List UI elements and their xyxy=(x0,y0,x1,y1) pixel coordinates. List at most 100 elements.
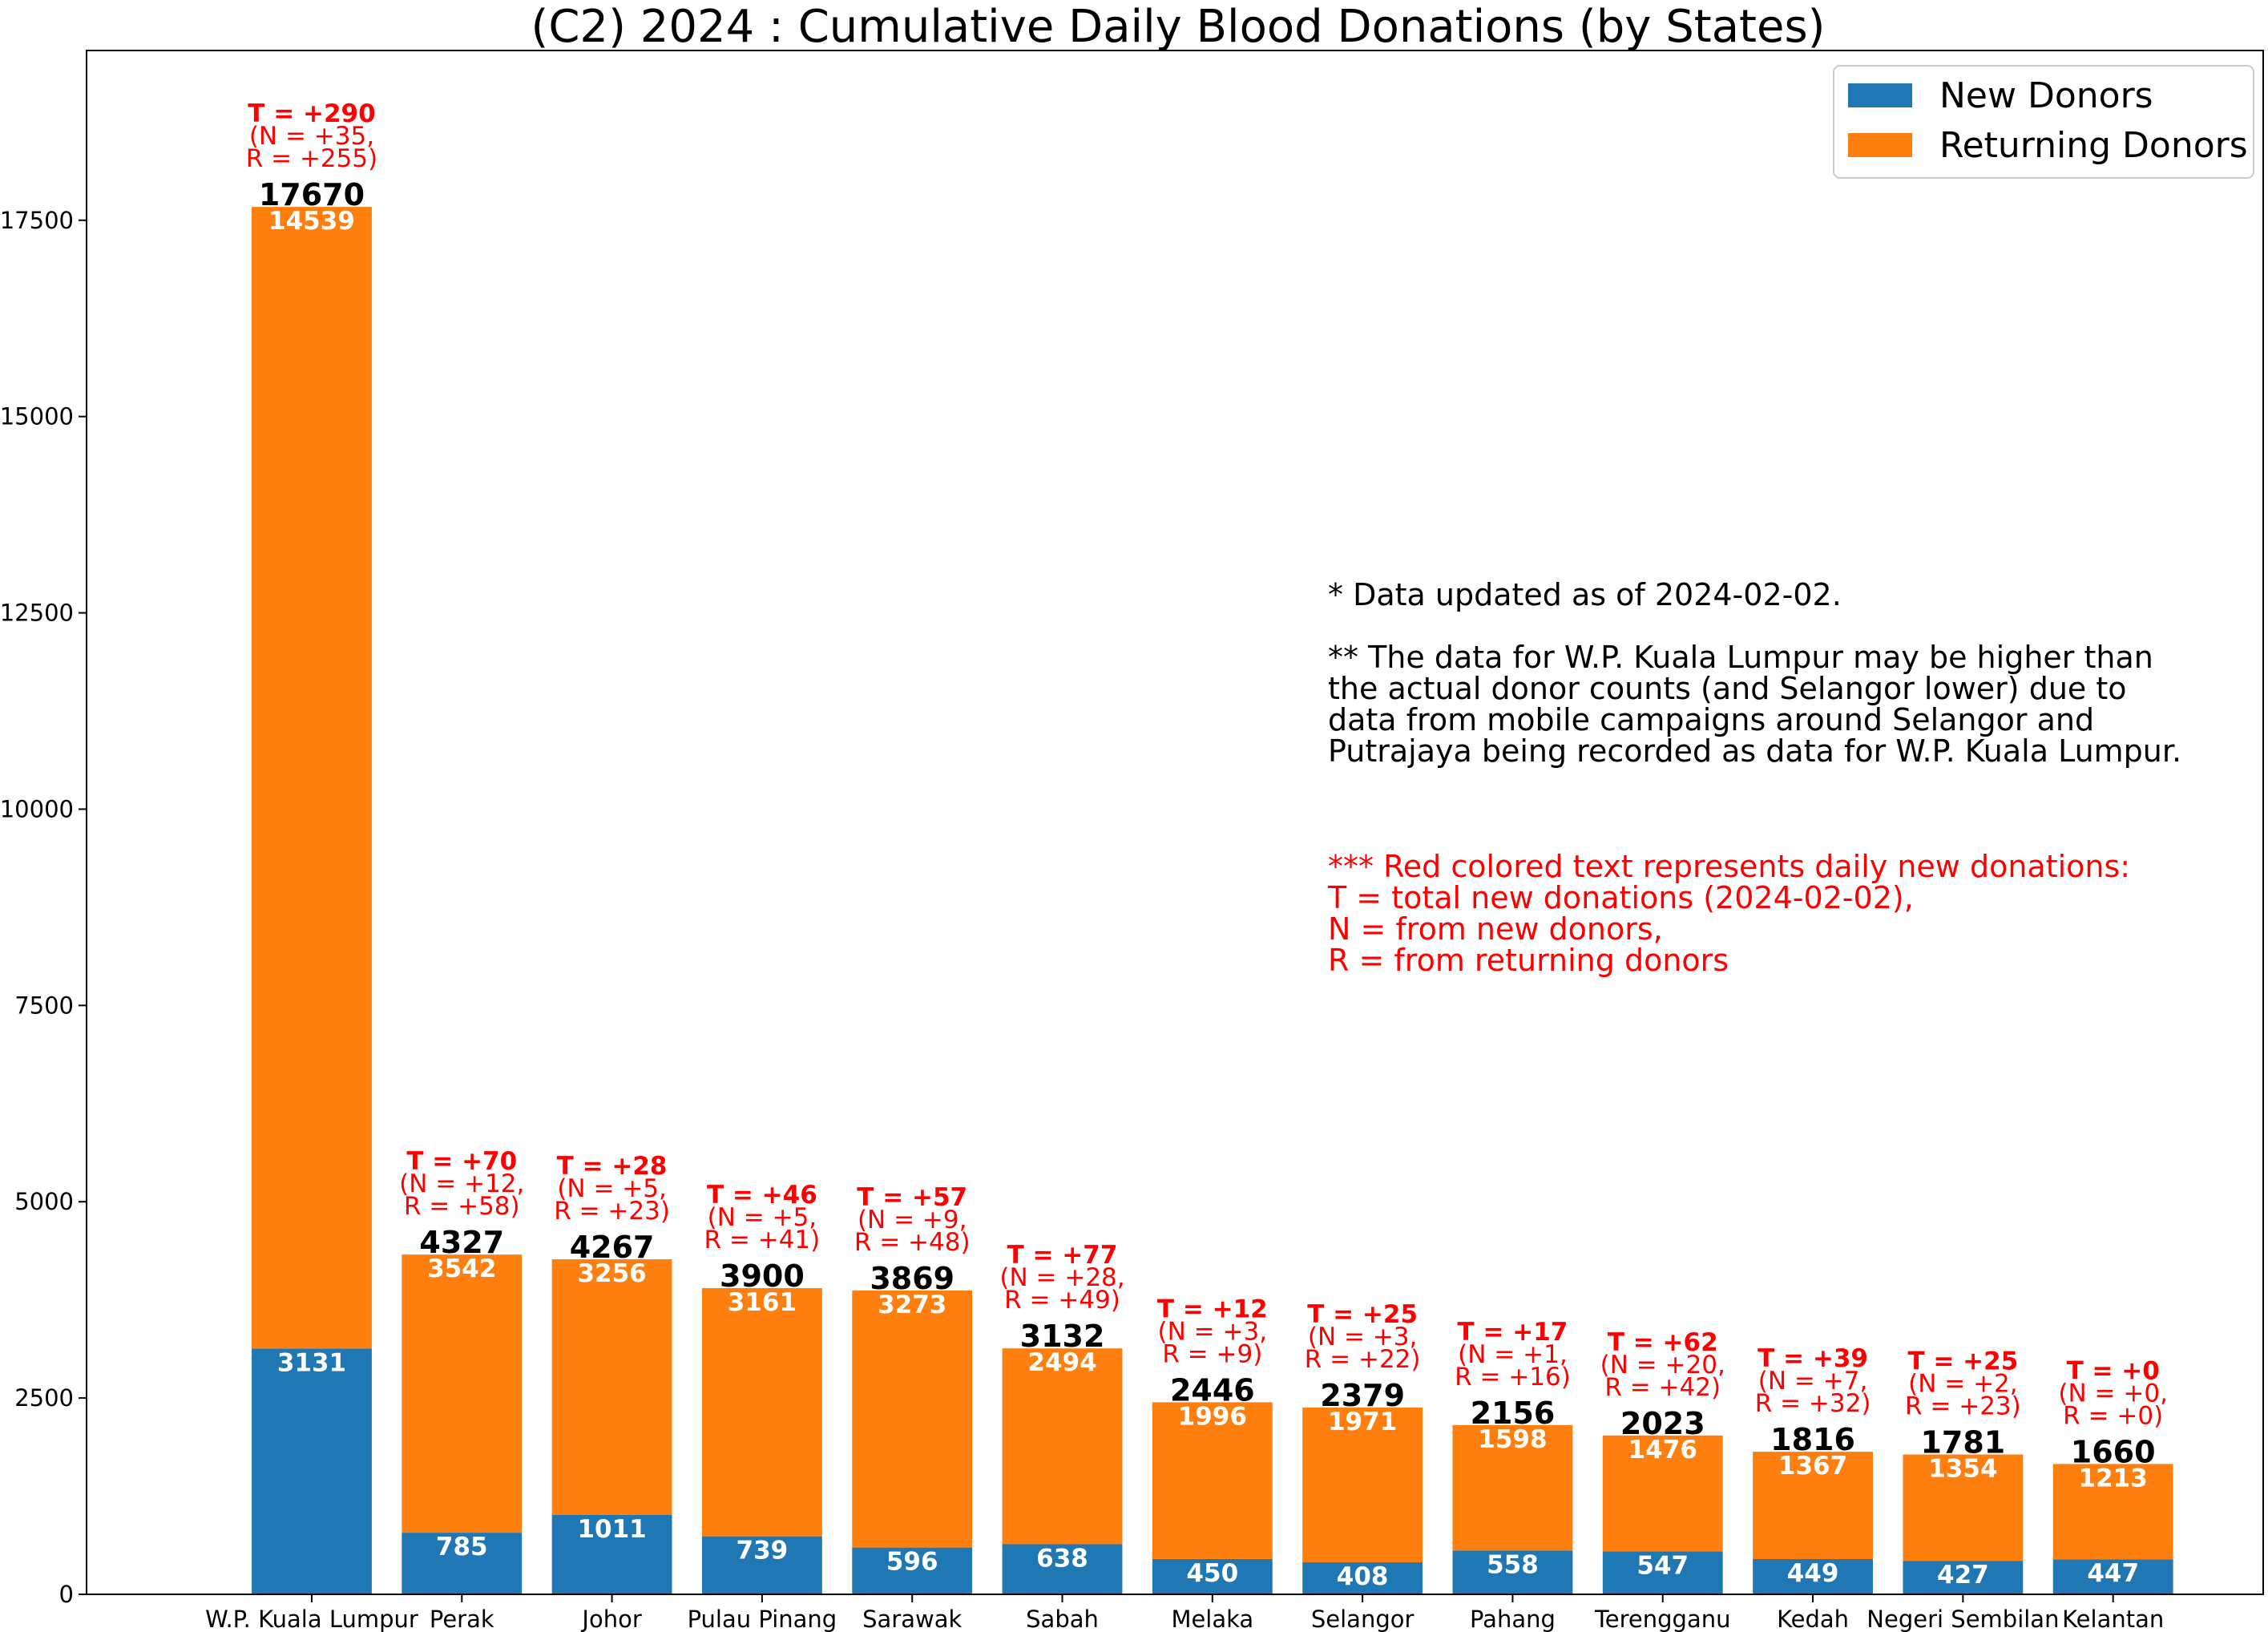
x-tick-label-12: Kelantan xyxy=(2062,1606,2164,1632)
new-value-label-7: 408 xyxy=(1337,1562,1389,1591)
bar-new-3 xyxy=(701,1536,822,1594)
bar-new-2 xyxy=(551,1514,672,1594)
bar-returning-11 xyxy=(1903,1454,2024,1561)
daily-r-label-5: R = +49) xyxy=(1004,1286,1120,1315)
new-value-label-12: 447 xyxy=(2087,1559,2139,1588)
y-tick-label-0: 0 xyxy=(59,1581,74,1608)
x-tick-label-10: Kedah xyxy=(1777,1606,1849,1632)
total-label-10: 1816 xyxy=(1770,1422,1855,1457)
daily-r-label-6: R = +9) xyxy=(1162,1339,1262,1368)
daily-n-label-9: (N = +20, xyxy=(1600,1351,1725,1380)
x-axis: W.P. Kuala Lumpur Perak Johor Pulau Pinang S… xyxy=(205,1594,2164,1632)
bar-new-6 xyxy=(1152,1558,1273,1594)
bar-returning-10 xyxy=(1753,1452,1873,1560)
legend-swatch-new-donors xyxy=(1848,83,1912,107)
bar-returning-5 xyxy=(1002,1348,1123,1545)
x-tick-label-3: Pulau Pinang xyxy=(688,1606,837,1632)
daily-n-label-10: (N = +7, xyxy=(1758,1367,1868,1396)
total-label-0: 17670 xyxy=(259,177,365,212)
y-tick-label-7: 17500 xyxy=(0,207,74,234)
total-label-3: 3900 xyxy=(720,1258,805,1294)
new-value-label-11: 427 xyxy=(1937,1561,1989,1590)
bar-returning-12 xyxy=(2052,1464,2173,1560)
bar-new-5 xyxy=(1002,1544,1123,1594)
total-label-11: 1781 xyxy=(1920,1425,2005,1460)
note-kl-line-2: the actual donor counts (and Selangor lo… xyxy=(1328,671,2127,706)
daily-t-label-12: T = +0 xyxy=(2067,1356,2160,1385)
x-tick-label-7: Selangor xyxy=(1311,1606,1414,1632)
daily-n-label-8: (N = +1, xyxy=(1458,1340,1568,1369)
daily-r-label-7: R = +22) xyxy=(1305,1345,1421,1374)
bar-new-7 xyxy=(1302,1562,1423,1594)
returning-value-label-3: 3161 xyxy=(728,1288,797,1317)
note-kl-line-4: Putrajaya being recorded as data for W.P… xyxy=(1328,733,2181,769)
returning-value-label-10: 1367 xyxy=(1778,1452,1847,1481)
returning-value-label-11: 1354 xyxy=(1928,1455,1997,1484)
daily-r-label-11: R = +23) xyxy=(1905,1392,2021,1421)
daily-r-label-1: R = +58) xyxy=(404,1192,520,1221)
daily-t-label-1: T = +70 xyxy=(406,1147,517,1176)
bar-returning-9 xyxy=(1602,1435,1723,1552)
daily-r-label-2: R = +23) xyxy=(554,1197,670,1226)
total-label-1: 4327 xyxy=(419,1225,504,1260)
daily-t-label-10: T = +39 xyxy=(1757,1344,1868,1373)
total-label-6: 2446 xyxy=(1170,1372,1255,1408)
bar-returning-6 xyxy=(1152,1402,1273,1559)
returning-value-label-9: 1476 xyxy=(1628,1436,1697,1464)
returning-value-label-6: 1996 xyxy=(1178,1402,1247,1431)
daily-n-label-6: (N = +3, xyxy=(1158,1317,1268,1346)
new-value-label-5: 638 xyxy=(1036,1545,1088,1573)
daily-t-label-8: T = +17 xyxy=(1458,1318,1568,1347)
total-label-12: 1660 xyxy=(2071,1434,2156,1469)
legend-swatch-returning-donors xyxy=(1848,133,1912,157)
x-tick-label-4: Sarawak xyxy=(862,1606,962,1632)
note-red-line-1: *** Red colored text represents daily ne… xyxy=(1328,849,2130,884)
y-axis: 0 2500 5000 7500 10000 12500 15000 17500 xyxy=(0,207,87,1608)
daily-r-label-10: R = +32) xyxy=(1755,1389,1871,1418)
note-red-line-3: N = from new donors, xyxy=(1328,911,1663,947)
returning-value-label-7: 1971 xyxy=(1328,1408,1397,1436)
y-tick-label-6: 15000 xyxy=(0,403,74,430)
y-tick-label-4: 10000 xyxy=(0,795,74,822)
note-red-line-2: T = total new donations (2024-02-02), xyxy=(1327,880,1914,915)
daily-t-label-9: T = +62 xyxy=(1608,1328,1718,1357)
bar-returning-7 xyxy=(1302,1407,1423,1563)
x-tick-label-1: Perak xyxy=(430,1606,494,1632)
daily-n-label-1: (N = +12, xyxy=(399,1169,524,1198)
new-value-label-8: 558 xyxy=(1487,1550,1539,1579)
total-label-7: 2379 xyxy=(1320,1378,1405,1413)
x-tick-label-0: W.P. Kuala Lumpur xyxy=(205,1606,418,1632)
y-tick-label-1: 2500 xyxy=(14,1384,74,1412)
legend-frame xyxy=(1833,65,2254,179)
note-updated: * Data updated as of 2024-02-02. xyxy=(1328,577,1842,612)
y-tick-label-5: 12500 xyxy=(0,600,74,627)
bar-returning-2 xyxy=(551,1259,672,1515)
x-tick-label-9: Terengganu xyxy=(1594,1606,1730,1632)
bar-new-4 xyxy=(852,1547,973,1594)
total-label-2: 4267 xyxy=(570,1230,655,1265)
daily-n-label-7: (N = +3, xyxy=(1308,1323,1418,1351)
daily-r-label-3: R = +41) xyxy=(704,1226,821,1254)
returning-value-label-2: 3256 xyxy=(577,1259,646,1288)
daily-r-label-9: R = +42) xyxy=(1604,1373,1721,1402)
daily-r-label-12: R = +0) xyxy=(2063,1401,2163,1430)
daily-t-label-11: T = +25 xyxy=(1907,1347,2018,1376)
daily-r-label-4: R = +48) xyxy=(854,1228,971,1257)
bar-returning-1 xyxy=(402,1254,523,1533)
daily-t-label-3: T = +46 xyxy=(707,1181,817,1210)
total-label-9: 2023 xyxy=(1620,1406,1705,1441)
new-value-label-9: 547 xyxy=(1636,1551,1689,1580)
daily-r-label-8: R = +16) xyxy=(1455,1363,1571,1392)
returning-value-label-8: 1598 xyxy=(1478,1425,1547,1454)
notes-block: * Data updated as of 2024-02-02. ** The … xyxy=(1327,577,2181,978)
x-tick-label-11: Negeri Sembilan xyxy=(1866,1606,2059,1632)
daily-t-label-4: T = +57 xyxy=(857,1183,967,1212)
daily-n-label-0: (N = +35, xyxy=(249,122,374,151)
daily-n-label-11: (N = +2, xyxy=(1908,1370,2018,1399)
daily-t-label-5: T = +77 xyxy=(1007,1241,1118,1270)
legend-label-returning-donors: Returning Donors xyxy=(1939,125,2248,166)
bar-new-11 xyxy=(1903,1561,2024,1594)
bar-returning-3 xyxy=(701,1287,822,1537)
daily-r-label-0: R = +255) xyxy=(246,144,377,173)
bars-group xyxy=(252,207,2173,1594)
